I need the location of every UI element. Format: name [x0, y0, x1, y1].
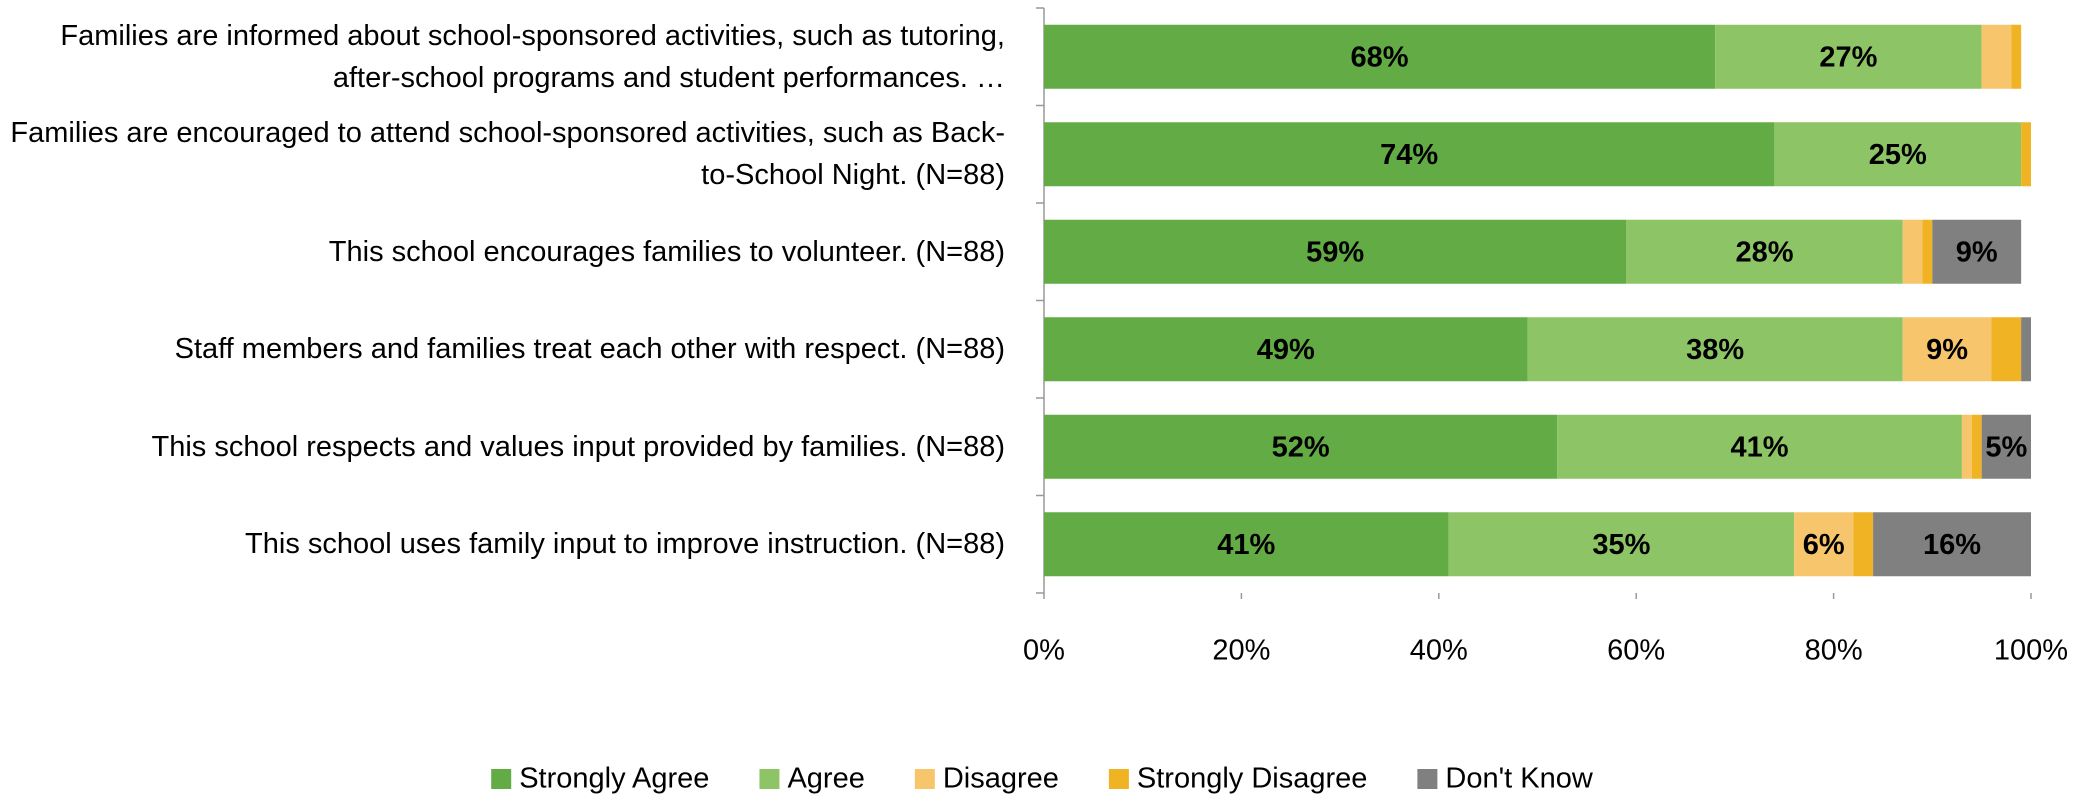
- x-tick-label: 100%: [1994, 635, 2068, 667]
- data-label: 74%: [1380, 139, 1438, 171]
- legend-swatch: [1417, 769, 1438, 789]
- bar-segment: [1961, 414, 1972, 479]
- bar-segment: [1853, 512, 1874, 577]
- bar-segment: [1902, 219, 1923, 284]
- bar-segment: [1044, 122, 1775, 187]
- category-label: Families are informed about school-spons…: [60, 19, 1005, 94]
- data-label: 27%: [1819, 41, 1877, 73]
- x-tick-label: 80%: [1805, 635, 1863, 667]
- x-tick-label: 20%: [1212, 635, 1270, 667]
- bar-segment: [1626, 219, 1903, 284]
- bar-segment: [1981, 24, 2012, 89]
- data-label: 68%: [1351, 41, 1409, 73]
- legend-swatch: [759, 769, 780, 789]
- bar-segment: [1774, 122, 2022, 187]
- legend-label: Strongly Disagree: [1137, 763, 1368, 795]
- data-label: 5%: [1985, 431, 2027, 463]
- bar-segment: [1873, 512, 2031, 577]
- bar-segment: [1557, 414, 1962, 479]
- bar-segment: [1044, 414, 1558, 479]
- legend-label: Strongly Agree: [519, 763, 709, 795]
- legend-label: Agree: [787, 763, 864, 795]
- data-label: 6%: [1803, 529, 1845, 561]
- bar-segment: [1991, 317, 2022, 382]
- legend-swatch: [1108, 769, 1129, 789]
- data-label: 59%: [1306, 236, 1364, 268]
- category-label: Families are encouraged to attend school…: [10, 117, 1005, 192]
- bar-segment: [1044, 512, 1449, 577]
- bar-segment: [1448, 512, 1795, 577]
- x-tick-label: 40%: [1410, 635, 1468, 667]
- bar-segment: [1971, 414, 1982, 479]
- x-tick-label: 60%: [1607, 635, 1665, 667]
- bar-segment: [1922, 219, 1933, 284]
- data-label: 52%: [1272, 431, 1330, 463]
- bar-segment: [1794, 512, 1854, 577]
- data-label: 41%: [1217, 529, 1275, 561]
- bar-segment: [1044, 317, 1528, 382]
- legend-swatch: [491, 769, 512, 789]
- category-label: This school encourages families to volun…: [328, 235, 1005, 268]
- category-label: This school uses family input to improve…: [245, 528, 1005, 561]
- category-label: This school respects and values input pr…: [151, 430, 1005, 463]
- bar-segment: [2011, 24, 2022, 89]
- bar-segment: [1044, 219, 1627, 284]
- legend-swatch: [914, 769, 935, 789]
- data-label: 9%: [1956, 236, 1998, 268]
- data-label: 41%: [1731, 431, 1789, 463]
- data-label: 9%: [1926, 334, 1968, 366]
- bar-segment: [1981, 414, 2031, 479]
- bar-segment: [2021, 317, 2031, 382]
- data-label: 16%: [1923, 529, 1981, 561]
- bar-segment: [2021, 122, 2031, 187]
- data-label: 25%: [1869, 139, 1927, 171]
- bar-segment: [1044, 24, 1716, 89]
- bar-segment: [1902, 317, 1992, 382]
- data-label: 28%: [1735, 236, 1793, 268]
- category-label: Staff members and families treat each ot…: [174, 333, 1005, 366]
- legend-label: Don't Know: [1445, 763, 1593, 795]
- bar-segment: [1715, 24, 1982, 89]
- data-label: 38%: [1686, 334, 1744, 366]
- data-label: 35%: [1592, 529, 1650, 561]
- bar-segment: [1932, 219, 2022, 284]
- data-label: 49%: [1257, 334, 1315, 366]
- legend-label: Disagree: [943, 763, 1059, 795]
- bar-segment: [1527, 317, 1903, 382]
- x-tick-label: 0%: [1023, 635, 1065, 667]
